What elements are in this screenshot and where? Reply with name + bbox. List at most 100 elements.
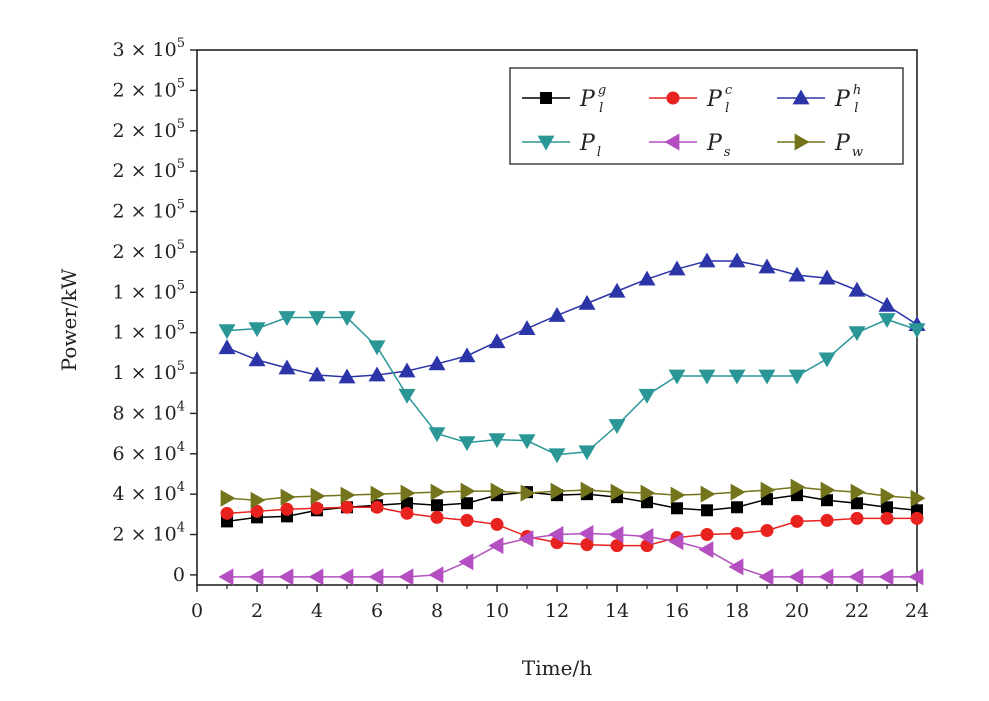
data-point-4-9 <box>488 537 504 555</box>
data-point-1-5 <box>370 500 384 514</box>
legend-marker-3 <box>537 135 555 151</box>
data-point-0-7 <box>431 499 443 512</box>
data-point-3-3 <box>308 311 326 326</box>
data-point-2-5 <box>368 366 386 382</box>
data-point-0-17 <box>731 501 743 514</box>
data-point-4-23 <box>908 568 924 586</box>
data-point-3-18 <box>758 369 776 385</box>
data-point-2-21 <box>848 281 866 297</box>
data-point-3-23 <box>908 323 926 339</box>
data-point-2-3 <box>308 366 326 382</box>
data-point-4-10 <box>518 530 534 548</box>
data-point-3-16 <box>698 369 716 385</box>
data-point-1-4 <box>340 500 354 514</box>
series-h <box>218 252 926 384</box>
legend-marker-4 <box>664 133 680 151</box>
data-point-1-1 <box>250 504 264 518</box>
data-point-1-6 <box>400 506 414 520</box>
data-point-5-22 <box>880 487 896 505</box>
y-tick-label-7: 1 × 105 <box>112 278 185 303</box>
data-point-5-14 <box>640 484 656 502</box>
data-point-2-8 <box>458 347 476 363</box>
data-point-4-6 <box>398 568 414 586</box>
y-tick-labels: 0 2 × 104 4 × 104 6 × 104 8 × 104 1 × 105 1 × … <box>112 36 185 586</box>
legend-marker-1 <box>666 91 680 105</box>
series-group <box>218 252 926 586</box>
y-tick-label-3: 6 × 104 <box>112 440 185 465</box>
data-point-1-9 <box>490 517 504 531</box>
data-point-2-2 <box>278 359 296 375</box>
data-point-1-3 <box>310 501 324 515</box>
data-point-3-12 <box>578 445 596 461</box>
data-point-3-19 <box>788 369 806 385</box>
data-point-4-15 <box>668 533 684 551</box>
data-point-2-15 <box>668 260 686 276</box>
data-point-5-16 <box>700 485 716 503</box>
data-point-3-7 <box>428 427 446 443</box>
data-point-3-9 <box>488 433 506 449</box>
data-point-3-8 <box>458 436 476 452</box>
y-tick-label-0: 0 <box>173 564 185 586</box>
data-point-5-19 <box>790 478 806 496</box>
data-point-3-15 <box>668 369 686 385</box>
legend-marker-2 <box>792 89 810 105</box>
data-point-5-18 <box>760 481 776 499</box>
y-tick-label-10: 2 × 105 <box>112 157 185 182</box>
x-tick-label-2: 4 <box>311 600 323 622</box>
y-axis-title: Power/kW <box>57 268 81 371</box>
data-point-5-3 <box>310 487 326 505</box>
data-point-4-22 <box>878 568 894 586</box>
data-point-4-5 <box>368 568 384 586</box>
data-point-3-17 <box>728 369 746 385</box>
data-point-2-11 <box>548 306 566 322</box>
data-point-3-6 <box>398 388 416 404</box>
data-point-3-5 <box>368 340 386 356</box>
y-tick-label-6: 1 × 105 <box>112 319 185 344</box>
data-point-4-12 <box>578 525 594 543</box>
data-point-0-16 <box>701 504 713 517</box>
data-point-5-12 <box>580 481 596 499</box>
data-point-5-4 <box>340 486 356 504</box>
data-point-1-13 <box>610 539 624 553</box>
data-point-5-5 <box>370 485 386 503</box>
data-point-5-11 <box>550 482 566 500</box>
data-point-2-10 <box>518 320 536 335</box>
axis-ticks <box>190 49 918 592</box>
data-point-5-10 <box>520 484 536 502</box>
data-point-3-20 <box>818 352 836 368</box>
data-point-0-20 <box>821 494 833 507</box>
data-point-1-8 <box>460 513 474 527</box>
data-point-3-11 <box>548 448 566 464</box>
data-point-4-17 <box>728 558 744 576</box>
legend-marker-5 <box>794 133 810 151</box>
x-tick-label-8: 16 <box>665 600 689 622</box>
data-point-3-22 <box>878 313 896 329</box>
series-w <box>220 478 926 509</box>
x-tick-label-0: 0 <box>191 600 203 622</box>
data-point-5-2 <box>280 488 296 506</box>
data-point-5-13 <box>610 483 626 501</box>
x-tick-label-6: 12 <box>545 600 569 622</box>
data-point-4-0 <box>218 568 234 586</box>
data-point-3-14 <box>638 388 656 404</box>
y-tick-label-4: 8 × 104 <box>112 399 185 424</box>
x-tick-label-1: 2 <box>251 600 263 622</box>
data-point-3-0 <box>218 324 236 340</box>
data-point-1-22 <box>880 511 894 525</box>
data-point-5-9 <box>490 482 506 500</box>
data-point-5-6 <box>400 484 416 502</box>
x-tick-label-3: 6 <box>371 600 383 622</box>
data-point-1-16 <box>700 528 714 542</box>
data-point-5-7 <box>430 483 446 501</box>
series-l <box>218 311 926 464</box>
data-point-3-21 <box>848 326 866 342</box>
data-point-4-3 <box>308 568 324 586</box>
x-tick-label-5: 10 <box>485 600 509 622</box>
data-point-2-16 <box>698 252 716 268</box>
data-point-4-8 <box>458 553 474 571</box>
